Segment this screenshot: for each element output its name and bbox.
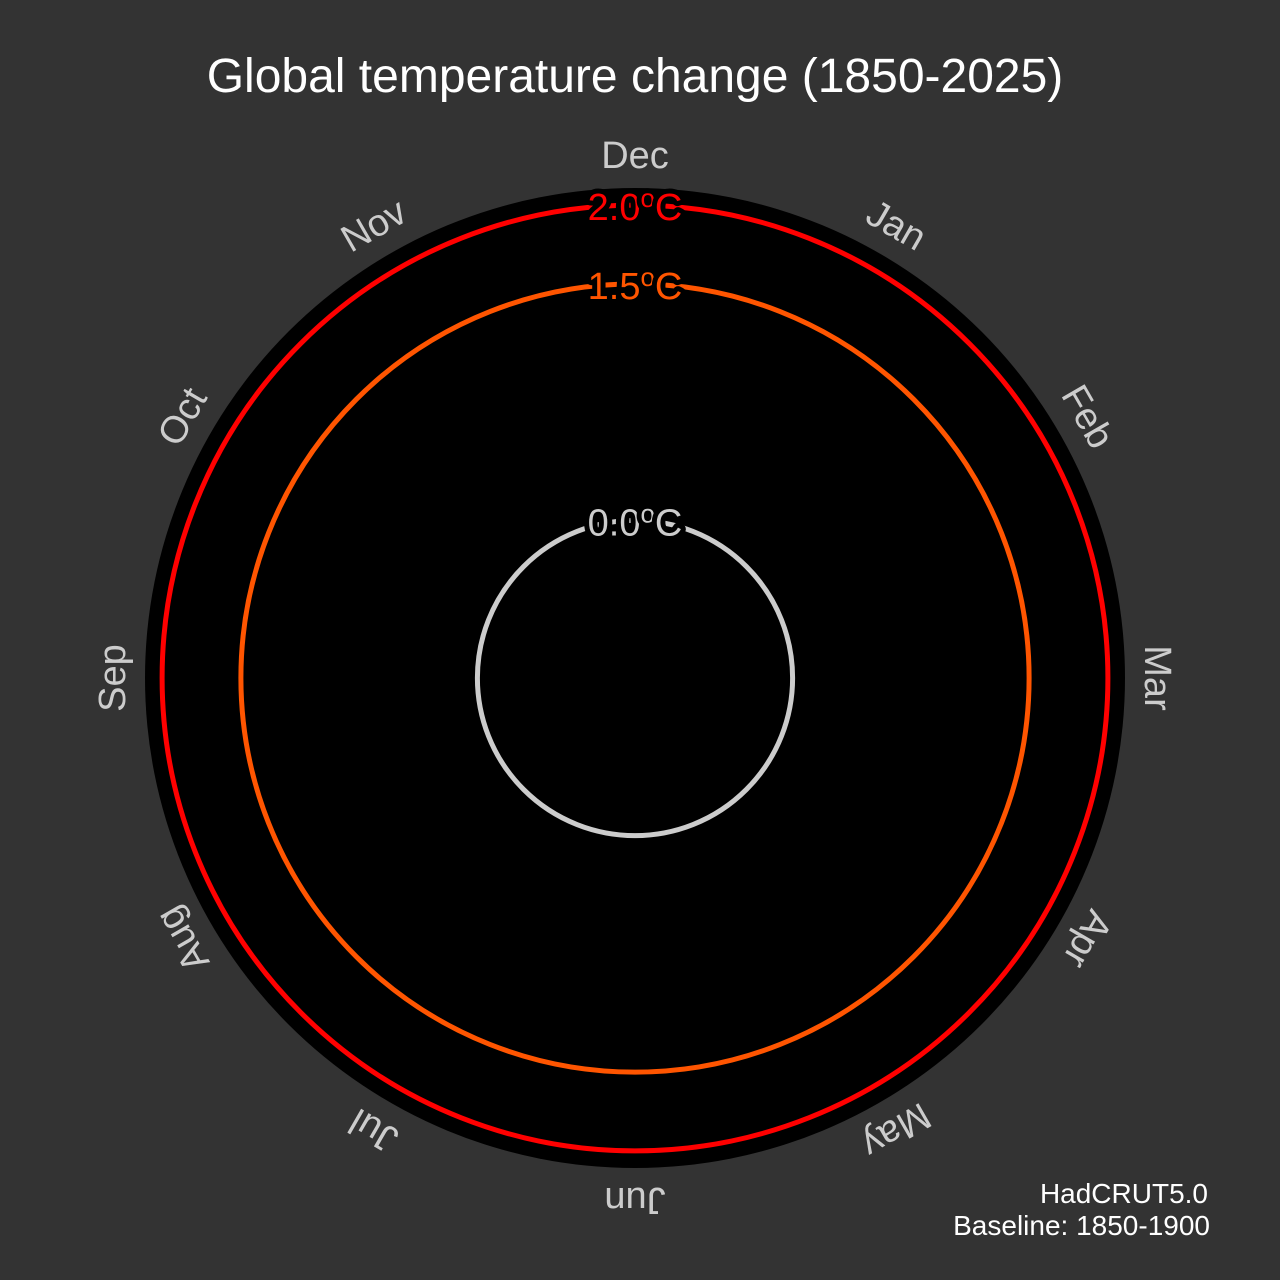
month-label-jun: Jun bbox=[604, 1179, 665, 1221]
chart-title: Global temperature change (1850-2025) bbox=[207, 50, 1064, 103]
ring-2-0c bbox=[159, 202, 1111, 1154]
ring-label-1-5c: 1.5oC bbox=[588, 262, 683, 308]
dataset-label: HadCRUT5.0 bbox=[1040, 1178, 1208, 1209]
ring-label-0-0c: 0.0oC bbox=[588, 498, 683, 544]
ring-label-2-0c: 2.0oC bbox=[588, 183, 683, 229]
plot-area-disc bbox=[145, 188, 1125, 1168]
ring-1-5c bbox=[238, 281, 1032, 1075]
month-label-dec: Dec bbox=[601, 135, 669, 177]
temperature-rings: 0.0oC 1.5oC 2.0oC bbox=[159, 178, 1111, 1154]
month-label-mar: Mar bbox=[1136, 645, 1178, 711]
month-label-sep: Sep bbox=[92, 644, 134, 712]
baseline-label: Baseline: 1850-1900 bbox=[953, 1210, 1210, 1241]
ring-0-0c bbox=[474, 517, 796, 839]
